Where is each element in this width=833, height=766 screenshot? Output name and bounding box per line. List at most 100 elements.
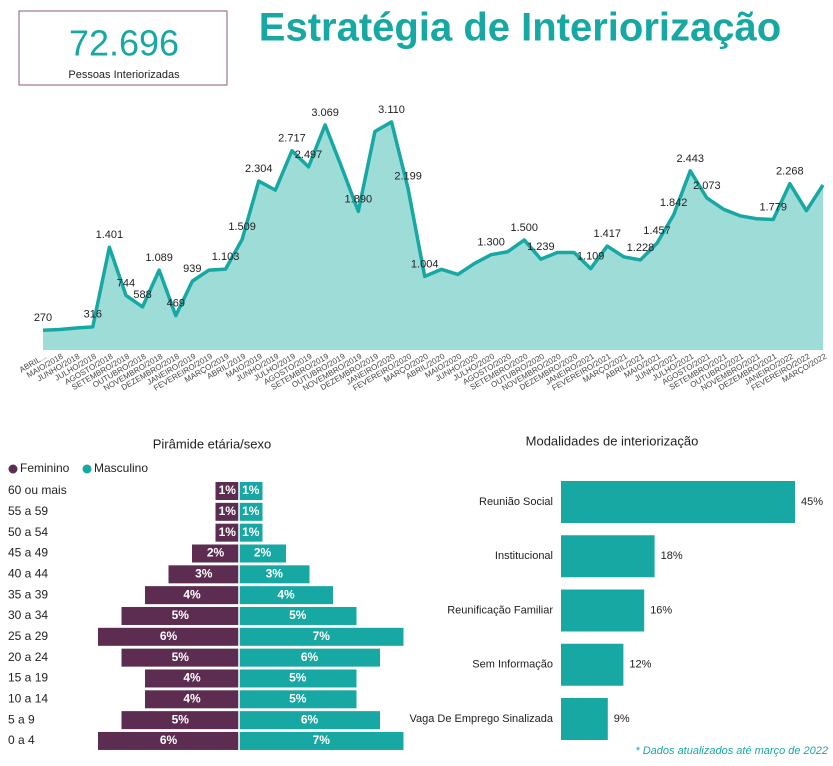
- page-title: Estratégia de Interiorização: [259, 6, 781, 50]
- data-label: 9%: [614, 713, 630, 725]
- bar: [239, 544, 286, 563]
- data-label: 6%: [301, 712, 319, 726]
- data-label: 16%: [650, 604, 672, 616]
- data-label: 5%: [289, 691, 307, 705]
- y-tick-label: 35 a 39: [8, 587, 48, 601]
- y-tick-label: 15 a 19: [8, 671, 48, 685]
- data-label: 2.199: [394, 171, 422, 183]
- data-label: 5%: [289, 671, 307, 685]
- data-label: 1.089: [145, 252, 173, 264]
- data-label: 6%: [160, 629, 178, 643]
- data-label: 1%: [219, 525, 237, 539]
- data-label: 4%: [183, 671, 201, 685]
- data-label: 588: [133, 289, 151, 301]
- bar: [239, 627, 404, 646]
- data-label: 2.268: [776, 166, 804, 178]
- pyramid-title: Pirâmide etária/sexo: [153, 436, 272, 451]
- data-label: 5%: [172, 712, 190, 726]
- legend-label: Masculino: [94, 461, 148, 475]
- y-tick-label: Reunião Social: [479, 496, 553, 508]
- bar: [561, 643, 624, 686]
- data-label: 5%: [172, 650, 190, 664]
- bar: [215, 502, 239, 521]
- bar: [121, 648, 239, 667]
- bar: [121, 606, 239, 625]
- bar: [239, 523, 263, 542]
- data-label: 45%: [801, 496, 823, 508]
- kpi-box: [18, 10, 228, 86]
- y-tick-label: 30 a 34: [8, 608, 48, 622]
- data-label: 1.103: [212, 251, 240, 263]
- y-tick-label: 40 a 44: [8, 566, 48, 580]
- y-tick-label: 10 a 14: [8, 691, 48, 705]
- data-label: 3%: [266, 566, 284, 580]
- data-label: 1.228: [627, 242, 655, 254]
- data-label: 316: [84, 309, 102, 321]
- bar: [561, 589, 645, 632]
- bar: [239, 731, 404, 750]
- bar: [215, 523, 239, 542]
- y-tick-label: 20 a 24: [8, 650, 48, 664]
- data-label: 5%: [289, 608, 307, 622]
- bar: [145, 586, 239, 605]
- y-tick-label: Sem Informação: [472, 659, 553, 671]
- data-label: 2.304: [245, 163, 273, 175]
- bar: [192, 544, 239, 563]
- kpi-label: Pessoas Interiorizadas: [68, 69, 180, 81]
- data-label: 1.300: [477, 237, 505, 249]
- area-line: [42, 120, 825, 332]
- data-label: 3.069: [311, 107, 339, 119]
- y-tick-label: Vaga De Emprego Sinalizada: [410, 713, 554, 725]
- data-label: 3%: [195, 566, 213, 580]
- data-label: 1%: [242, 483, 260, 497]
- data-label: 18%: [661, 550, 683, 562]
- bar: [561, 481, 795, 523]
- data-label: 1.239: [527, 241, 555, 253]
- bar: [239, 711, 380, 730]
- data-label: 2.443: [676, 153, 704, 165]
- data-label: 2%: [207, 546, 225, 560]
- bar: [239, 648, 380, 667]
- y-tick-label: 60 ou mais: [8, 483, 67, 497]
- data-label: 12%: [629, 659, 651, 671]
- y-tick-label: 45 a 49: [8, 546, 48, 560]
- y-tick-label: 0 a 4: [8, 733, 35, 747]
- legend-label: Feminino: [20, 461, 70, 475]
- bar: [239, 586, 333, 605]
- data-label: 1.779: [759, 201, 787, 213]
- data-label: 2.073: [693, 180, 721, 192]
- bar: [239, 690, 357, 709]
- y-tick-label: 50 a 54: [8, 525, 48, 539]
- data-label: 4%: [277, 587, 295, 601]
- footnote: * Dados atualizados até março de 2022: [635, 745, 828, 757]
- bar: [239, 482, 263, 500]
- data-label: 3.110: [378, 104, 405, 116]
- y-tick-label: 25 a 29: [8, 629, 48, 643]
- data-label: 1.417: [593, 228, 621, 240]
- data-label: 469: [167, 298, 185, 310]
- data-label: 1%: [219, 504, 237, 518]
- y-tick-label: 5 a 9: [8, 712, 35, 726]
- bar: [145, 690, 239, 709]
- y-tick-label: Institucional: [495, 550, 553, 562]
- bar: [98, 627, 239, 646]
- data-label: 6%: [160, 733, 178, 747]
- data-label: 939: [183, 263, 201, 275]
- bar: [239, 565, 310, 584]
- y-tick-label: Reunificação Familiar: [447, 604, 553, 616]
- data-label: 270: [34, 312, 52, 324]
- data-label: 1.509: [228, 221, 256, 233]
- bar: [98, 731, 239, 750]
- data-label: 1.500: [511, 222, 539, 234]
- data-label: 1.401: [96, 229, 124, 241]
- bar: [239, 502, 263, 521]
- data-label: 6%: [301, 650, 319, 664]
- y-tick-label: 55 a 59: [8, 504, 48, 518]
- legend-marker: [8, 464, 18, 474]
- bar: [215, 482, 239, 500]
- data-label: 2.497: [295, 149, 323, 161]
- data-label: 1.457: [643, 225, 671, 237]
- data-label: 5%: [172, 608, 190, 622]
- kpi-value: 72.696: [69, 23, 179, 64]
